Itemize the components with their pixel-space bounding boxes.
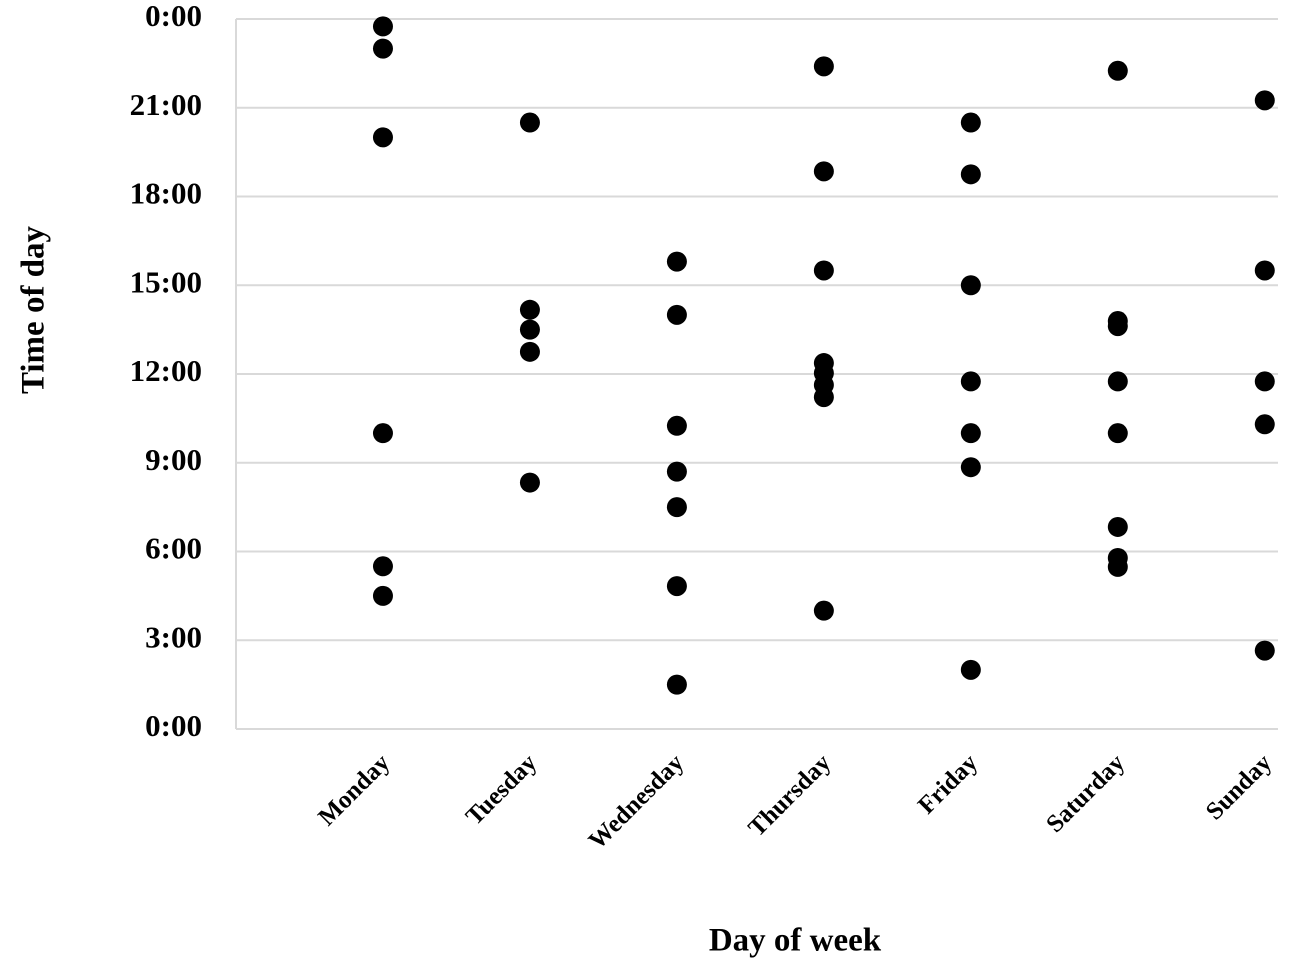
point — [813, 387, 834, 408]
y-tick-label: 3:00 — [145, 619, 202, 654]
x-tick-label: Thursday — [743, 749, 836, 842]
point — [1254, 414, 1275, 435]
y-tick-label: 15:00 — [130, 264, 202, 299]
point — [372, 423, 393, 444]
y-tick-label: 12:00 — [130, 353, 202, 388]
y-axis-title: Time of day — [16, 225, 52, 394]
point — [519, 319, 540, 340]
point — [1107, 556, 1128, 577]
point — [1254, 90, 1275, 111]
point — [372, 16, 393, 37]
point — [813, 161, 834, 182]
y-tick-label: 18:00 — [130, 176, 202, 211]
y-tick-label: 0:00 — [145, 708, 202, 743]
x-tick-label: Friday — [913, 749, 984, 820]
point — [372, 585, 393, 606]
point — [372, 127, 393, 148]
point — [960, 457, 981, 478]
point — [666, 251, 687, 272]
point — [960, 112, 981, 133]
y-tick-label: 21:00 — [130, 87, 202, 122]
y-tick-label: 0:00 — [145, 0, 202, 33]
x-tick-label: Tuesday — [461, 749, 543, 831]
x-tick-label: Sunday — [1201, 749, 1277, 825]
point — [813, 56, 834, 77]
point — [1254, 260, 1275, 281]
point — [1107, 60, 1128, 81]
x-tick-label: Monday — [313, 749, 395, 831]
point — [960, 164, 981, 185]
point — [666, 415, 687, 436]
point — [519, 472, 540, 493]
point — [1254, 371, 1275, 392]
point — [960, 659, 981, 680]
y-tick-label: 6:00 — [145, 531, 202, 566]
point — [1107, 371, 1128, 392]
point — [519, 299, 540, 320]
point — [666, 304, 687, 325]
point — [960, 275, 981, 296]
point — [666, 576, 687, 597]
point — [1107, 516, 1128, 537]
point — [1107, 316, 1128, 337]
point — [813, 600, 834, 621]
point — [372, 556, 393, 577]
point — [666, 674, 687, 695]
point — [372, 38, 393, 59]
x-tick-label: Saturday — [1041, 749, 1130, 838]
point — [960, 423, 981, 444]
point — [519, 341, 540, 362]
point — [666, 497, 687, 518]
point — [960, 371, 981, 392]
x-axis-title: Day of week — [709, 923, 882, 959]
point — [1107, 423, 1128, 444]
point — [1254, 640, 1275, 661]
y-tick-label: 9:00 — [145, 442, 202, 477]
point — [666, 461, 687, 482]
point — [519, 112, 540, 133]
point — [813, 260, 834, 281]
x-tick-label: Wednesday — [584, 749, 690, 855]
